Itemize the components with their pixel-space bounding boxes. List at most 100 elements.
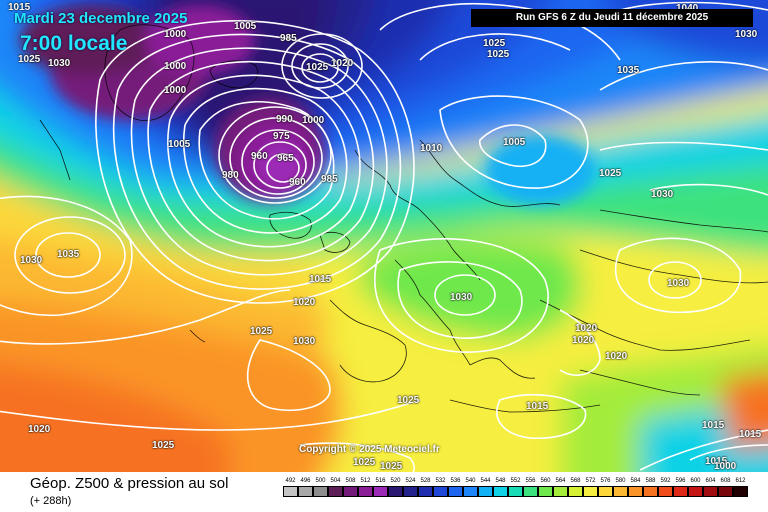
legend-value-label: 552	[510, 478, 521, 484]
legend-value-label: 532	[435, 478, 446, 484]
isobar-label: 1015	[309, 274, 332, 285]
isobar-label: 1025	[380, 461, 403, 472]
legend-value-label: 492	[285, 478, 296, 484]
legend-item: 528	[418, 477, 433, 497]
legend-swatch	[358, 486, 373, 497]
legend-value-label: 508	[345, 478, 356, 484]
legend-item: 576	[598, 477, 613, 497]
map-title: Géop. Z500 & pression au sol	[30, 475, 229, 492]
legend-swatch	[313, 486, 328, 497]
legend-item: 492	[283, 477, 298, 497]
legend-item: 540	[463, 477, 478, 497]
color-scale-legend: 492 496 500 504 508 512 516 520 524 528 532 536 540 5…	[283, 477, 748, 497]
legend-item: 524	[403, 477, 418, 497]
legend-swatch	[538, 486, 553, 497]
legend-swatch	[568, 486, 583, 497]
legend-item: 508	[343, 477, 358, 497]
legend-value-label: 592	[660, 478, 671, 484]
isobar-label: 1005	[503, 137, 526, 148]
isobar-label: 1020	[28, 424, 51, 435]
isobar-label: 965	[277, 153, 294, 164]
legend-swatch	[628, 486, 643, 497]
legend-value-label: 520	[390, 478, 401, 484]
isobar-label: 1030	[20, 255, 43, 266]
isobar-label: 1005	[234, 21, 257, 32]
isobar-label: 1000	[302, 115, 325, 126]
isobar-label: 1025	[353, 457, 376, 468]
isobar-label: 1000	[164, 29, 187, 40]
legend-swatch	[613, 486, 628, 497]
isobar-label: 1000	[714, 461, 737, 472]
isobar-label: 1030	[735, 29, 758, 40]
legend-value-label: 612	[735, 478, 746, 484]
legend-value-label: 548	[495, 478, 506, 484]
legend-item: 588	[643, 477, 658, 497]
legend-swatch	[703, 486, 718, 497]
isobar-label: 1025	[152, 440, 175, 451]
legend-swatch	[463, 486, 478, 497]
isobar-label: 960	[289, 177, 306, 188]
coastlines	[39, 24, 768, 413]
isobar-label: 1000	[164, 85, 187, 96]
legend-swatch	[598, 486, 613, 497]
isobar-label: 1030	[293, 336, 316, 347]
legend-value-label: 544	[480, 478, 491, 484]
model-run-label: Run GFS 6 Z du Jeudi 11 décembre 2025	[471, 9, 753, 27]
map-footer: Géop. Z500 & pression au sol (+ 288h) 49…	[0, 472, 768, 512]
legend-item: 536	[448, 477, 463, 497]
legend-item: 572	[583, 477, 598, 497]
geopotential-field	[0, 0, 768, 472]
legend-item: 552	[508, 477, 523, 497]
isobars	[0, 1, 768, 472]
legend-value-label: 596	[675, 478, 686, 484]
isobar-label: 1030	[450, 292, 473, 303]
isobar-label: 1015	[702, 420, 725, 431]
legend-item: 496	[298, 477, 313, 497]
legend-item: 604	[703, 477, 718, 497]
isobar-label: 1015	[526, 401, 549, 412]
legend-swatch	[583, 486, 598, 497]
isobar-label: 1005	[168, 139, 191, 150]
legend-value-label: 576	[600, 478, 611, 484]
legend-item: 592	[658, 477, 673, 497]
legend-item: 516	[373, 477, 388, 497]
legend-item: 560	[538, 477, 553, 497]
legend-swatch	[433, 486, 448, 497]
legend-swatch	[718, 486, 733, 497]
legend-value-label: 496	[300, 478, 311, 484]
legend-value-label: 524	[405, 478, 416, 484]
legend-swatch	[343, 486, 358, 497]
isobar-label: 975	[273, 131, 290, 142]
legend-swatch	[688, 486, 703, 497]
isobar-label: 960	[251, 151, 268, 162]
legend-swatch	[673, 486, 688, 497]
isobar-label: 1025	[18, 54, 41, 65]
legend-value-label: 588	[645, 478, 656, 484]
copyright-notice: Copyright © 2025 Meteociel.fr	[299, 444, 440, 455]
legend-value-label: 528	[420, 478, 431, 484]
isobar-label: 1020	[293, 297, 316, 308]
isobar-label: 1015	[8, 2, 31, 13]
legend-item: 544	[478, 477, 493, 497]
legend-item: 504	[328, 477, 343, 497]
legend-swatch	[298, 486, 313, 497]
legend-swatch	[283, 486, 298, 497]
legend-value-label: 540	[465, 478, 476, 484]
isobar-label: 990	[276, 114, 293, 125]
weather-map: 1015 1025 1030 1000 1000 1000 1005 985 1…	[0, 0, 768, 472]
isobar-label: 1015	[739, 429, 762, 440]
isobar-label: 980	[222, 170, 239, 181]
legend-item: 556	[523, 477, 538, 497]
legend-swatch	[418, 486, 433, 497]
legend-swatch	[553, 486, 568, 497]
isobar-label: 1025	[306, 62, 329, 73]
isobar-label: 1025	[397, 395, 420, 406]
legend-swatch	[658, 486, 673, 497]
legend-item: 564	[553, 477, 568, 497]
legend-swatch	[328, 486, 343, 497]
legend-swatch	[643, 486, 658, 497]
isobar-label: 1020	[572, 335, 595, 346]
legend-item: 500	[313, 477, 328, 497]
legend-swatch	[493, 486, 508, 497]
isobar-label: 1030	[651, 189, 674, 200]
